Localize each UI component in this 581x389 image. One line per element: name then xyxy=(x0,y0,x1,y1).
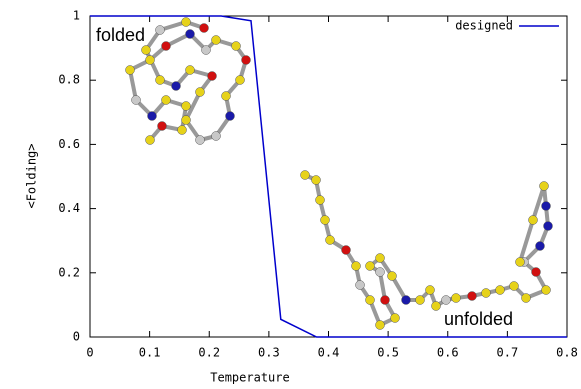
x-tick-label: 0.2 xyxy=(198,346,220,360)
annotation: folded xyxy=(96,25,145,45)
atom xyxy=(325,235,335,245)
atom xyxy=(365,295,375,305)
atom xyxy=(425,285,435,295)
y-tick-label: 0.2 xyxy=(58,265,80,279)
atom xyxy=(171,81,181,91)
x-tick-label: 0.3 xyxy=(258,346,280,360)
atom xyxy=(539,181,549,191)
atom xyxy=(521,293,531,303)
x-tick-label: 0.8 xyxy=(556,346,578,360)
atom xyxy=(231,41,241,51)
atom xyxy=(131,95,141,105)
y-tick-label: 0.6 xyxy=(58,137,80,151)
x-tick-label: 0.1 xyxy=(139,346,161,360)
x-tick-label: 0.7 xyxy=(497,346,519,360)
atom xyxy=(145,135,155,145)
atom xyxy=(390,313,400,323)
x-tick-label: 0 xyxy=(86,346,93,360)
atom xyxy=(185,65,195,75)
atom xyxy=(300,170,310,180)
atom xyxy=(181,101,191,111)
x-tick-label: 0.6 xyxy=(437,346,459,360)
atom xyxy=(441,295,451,305)
y-tick-label: 0 xyxy=(73,330,80,344)
atom xyxy=(541,201,551,211)
atom xyxy=(543,221,553,231)
x-tick-label: 0.5 xyxy=(377,346,399,360)
atom xyxy=(531,267,541,277)
atom xyxy=(235,75,245,85)
atom xyxy=(415,295,425,305)
atom xyxy=(528,215,538,225)
atom xyxy=(311,175,321,185)
atom xyxy=(157,121,167,131)
atom xyxy=(161,41,171,51)
atom xyxy=(541,285,551,295)
atom xyxy=(147,111,157,121)
atom xyxy=(199,23,209,33)
atom xyxy=(195,87,205,97)
atom xyxy=(141,45,151,55)
atom xyxy=(161,95,171,105)
atom xyxy=(351,261,361,271)
annotation: unfolded xyxy=(444,309,513,329)
atom xyxy=(181,115,191,125)
y-tick-label: 1 xyxy=(73,9,80,23)
atom xyxy=(481,288,491,298)
atom xyxy=(341,245,351,255)
atom xyxy=(195,135,205,145)
atom xyxy=(241,55,251,65)
atom xyxy=(225,111,235,121)
atom xyxy=(207,71,217,81)
atom xyxy=(185,29,195,39)
atom xyxy=(515,257,525,267)
y-tick-label: 0.4 xyxy=(58,201,80,215)
atom xyxy=(495,285,505,295)
y-axis-label: <Folding> xyxy=(25,143,39,208)
atom xyxy=(211,131,221,141)
atom xyxy=(181,17,191,27)
atom xyxy=(375,320,385,330)
atom xyxy=(177,125,187,135)
atom xyxy=(201,45,211,55)
atom xyxy=(375,267,385,277)
x-axis-label: Temperature xyxy=(210,371,289,385)
atom xyxy=(211,35,221,45)
line-series xyxy=(90,15,567,338)
molecule-illustrations xyxy=(125,17,553,330)
x-tick-label: 0.4 xyxy=(318,346,340,360)
atom xyxy=(535,241,545,251)
atom xyxy=(145,55,155,65)
atom xyxy=(221,91,231,101)
atom xyxy=(401,295,411,305)
atom xyxy=(375,253,385,263)
atom xyxy=(315,195,325,205)
atom xyxy=(509,281,519,291)
atom xyxy=(155,25,165,35)
atom xyxy=(320,215,330,225)
y-tick-label: 0.8 xyxy=(58,73,80,87)
atom xyxy=(365,261,375,271)
atom xyxy=(380,295,390,305)
atom xyxy=(155,75,165,85)
atom xyxy=(125,65,135,75)
atom xyxy=(355,280,365,290)
atom xyxy=(467,291,477,301)
atom xyxy=(431,301,441,311)
atom xyxy=(387,271,397,281)
atom xyxy=(451,293,461,303)
legend-label: designed xyxy=(455,19,513,33)
